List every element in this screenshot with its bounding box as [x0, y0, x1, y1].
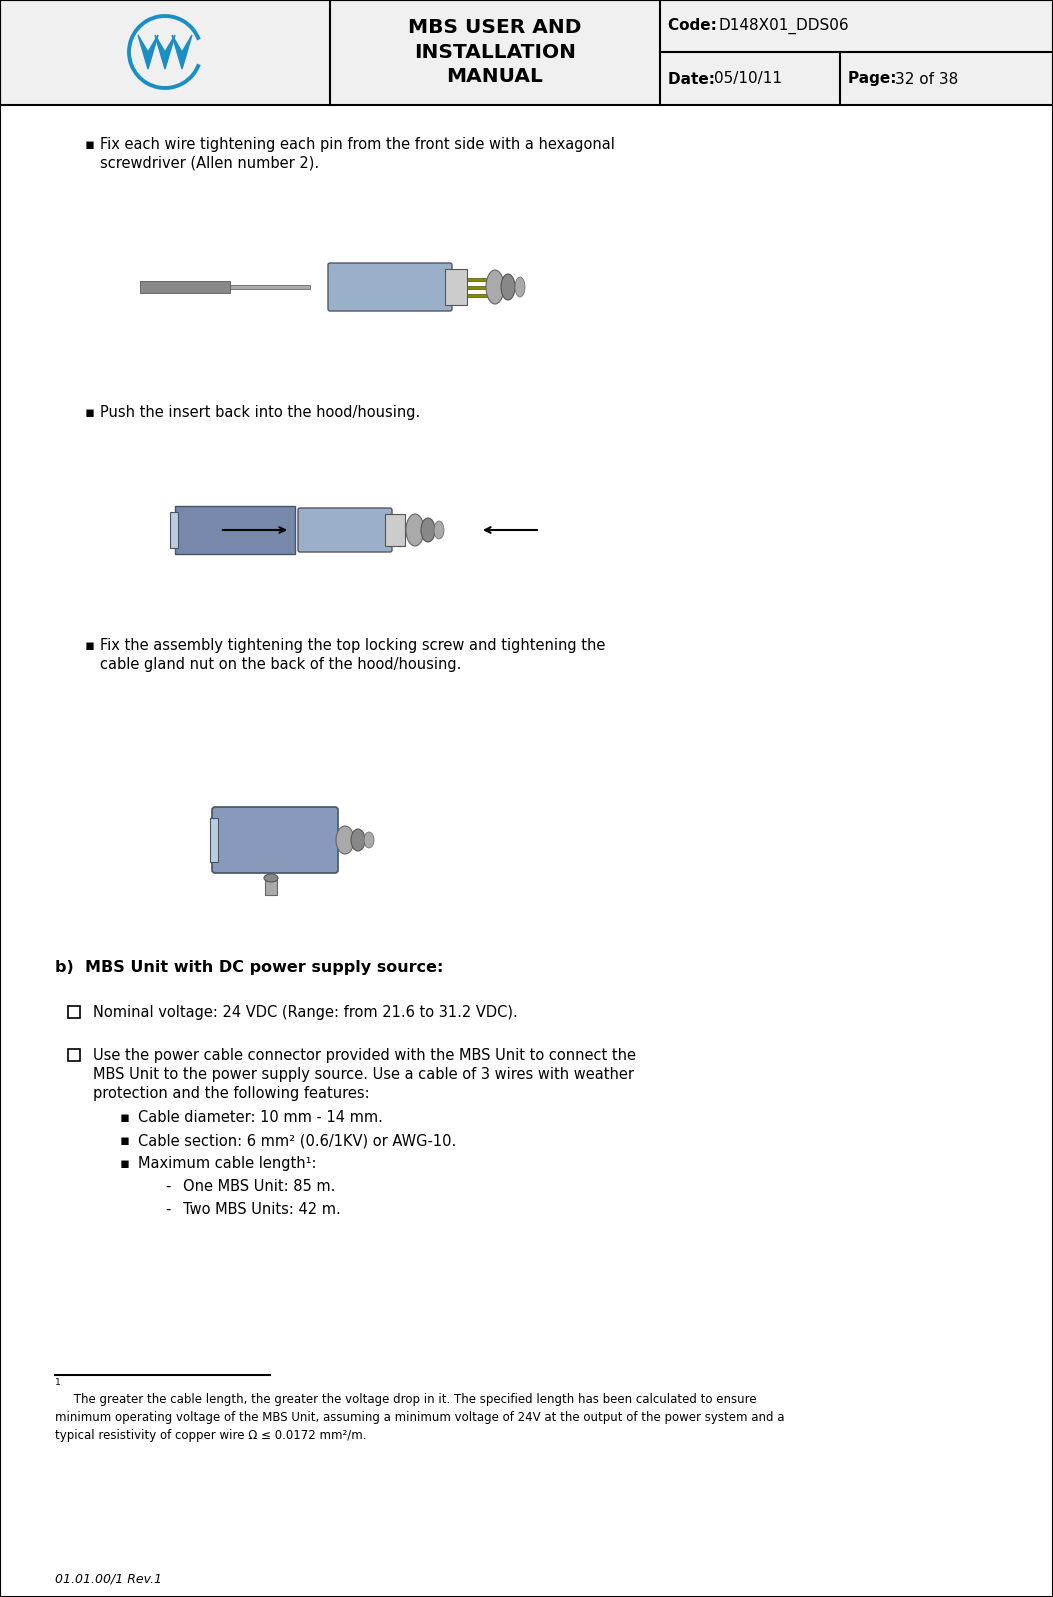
- Text: 01.01.00/1 Rev.1: 01.01.00/1 Rev.1: [55, 1571, 162, 1584]
- Bar: [210, 818, 218, 862]
- Ellipse shape: [486, 270, 504, 303]
- Text: minimum operating voltage of the MBS Unit, assuming a minimum voltage of 24V at : minimum operating voltage of the MBS Uni…: [55, 1412, 784, 1425]
- Bar: [0, 0, 1053, 105]
- Bar: [170, 513, 178, 548]
- Text: b)  MBS Unit with DC power supply source:: b) MBS Unit with DC power supply source:: [55, 960, 443, 976]
- Text: Date:: Date:: [668, 72, 720, 86]
- Text: D148X01_DDS06: D148X01_DDS06: [718, 18, 849, 34]
- Ellipse shape: [501, 275, 515, 300]
- Ellipse shape: [351, 829, 365, 851]
- Ellipse shape: [264, 874, 278, 882]
- Text: Cable section: 6 mm² (0.6/1KV) or AWG-10.: Cable section: 6 mm² (0.6/1KV) or AWG-10…: [138, 1132, 456, 1148]
- Text: ▪: ▪: [85, 406, 95, 420]
- Polygon shape: [172, 35, 192, 69]
- Polygon shape: [155, 35, 175, 69]
- Bar: [385, 514, 405, 546]
- Text: Two MBS Units: 42 m.: Two MBS Units: 42 m.: [183, 1203, 341, 1217]
- Text: Use the power cable connector provided with the MBS Unit to connect the: Use the power cable connector provided w…: [93, 1048, 636, 1064]
- Text: One MBS Unit: 85 m.: One MBS Unit: 85 m.: [183, 1179, 335, 1195]
- Text: ▪: ▪: [85, 137, 95, 152]
- Text: MBS Unit to the power supply source. Use a cable of 3 wires with weather: MBS Unit to the power supply source. Use…: [93, 1067, 634, 1083]
- Bar: [68, 1049, 80, 1060]
- Bar: [466, 286, 486, 289]
- Text: screwdriver (Allen number 2).: screwdriver (Allen number 2).: [100, 157, 319, 171]
- Text: The greater the cable length, the greater the voltage drop in it. The specified : The greater the cable length, the greate…: [69, 1393, 757, 1405]
- Text: Fix the assembly tightening the top locking screw and tightening the: Fix the assembly tightening the top lock…: [100, 637, 605, 653]
- FancyBboxPatch shape: [327, 264, 452, 311]
- Text: Page:: Page:: [848, 72, 901, 86]
- Bar: [265, 877, 277, 894]
- Text: ▪: ▪: [120, 1156, 130, 1171]
- Text: Push the insert back into the hood/housing.: Push the insert back into the hood/housi…: [100, 406, 420, 420]
- Bar: [140, 281, 230, 292]
- Text: -: -: [165, 1179, 171, 1195]
- Text: ▪: ▪: [85, 637, 95, 653]
- Bar: [466, 278, 486, 281]
- Text: 32 of 38: 32 of 38: [895, 72, 958, 86]
- Text: 1: 1: [55, 1378, 61, 1388]
- Bar: [0, 0, 1053, 105]
- Text: MBS USER AND
INSTALLATION
MANUAL: MBS USER AND INSTALLATION MANUAL: [409, 18, 581, 86]
- Text: ▪: ▪: [120, 1110, 130, 1124]
- Text: Fix each wire tightening each pin from the front side with a hexagonal: Fix each wire tightening each pin from t…: [100, 137, 615, 152]
- Bar: [230, 284, 310, 289]
- Text: typical resistivity of copper wire Ω ≤ 0.0172 mm²/m.: typical resistivity of copper wire Ω ≤ 0…: [55, 1429, 366, 1442]
- Text: protection and the following features:: protection and the following features:: [93, 1086, 370, 1100]
- FancyBboxPatch shape: [212, 806, 338, 874]
- Ellipse shape: [421, 517, 435, 541]
- Text: Maximum cable length¹:: Maximum cable length¹:: [138, 1156, 317, 1171]
- Bar: [175, 506, 295, 554]
- Polygon shape: [138, 35, 158, 69]
- Text: -: -: [165, 1203, 171, 1217]
- Ellipse shape: [434, 521, 444, 540]
- Text: ▪: ▪: [120, 1132, 130, 1148]
- Ellipse shape: [406, 514, 424, 546]
- Text: cable gland nut on the back of the hood/housing.: cable gland nut on the back of the hood/…: [100, 656, 461, 672]
- Bar: [68, 1006, 80, 1017]
- Text: Nominal voltage: 24 VDC (Range: from 21.6 to 31.2 VDC).: Nominal voltage: 24 VDC (Range: from 21.…: [93, 1005, 518, 1020]
- Text: Code:: Code:: [668, 19, 722, 34]
- Bar: [445, 268, 466, 305]
- FancyBboxPatch shape: [298, 508, 392, 553]
- Ellipse shape: [336, 826, 354, 854]
- Text: 05/10/11: 05/10/11: [714, 72, 782, 86]
- Ellipse shape: [364, 832, 374, 848]
- Bar: [466, 294, 486, 297]
- Text: Cable diameter: 10 mm - 14 mm.: Cable diameter: 10 mm - 14 mm.: [138, 1110, 383, 1124]
- Ellipse shape: [515, 276, 525, 297]
